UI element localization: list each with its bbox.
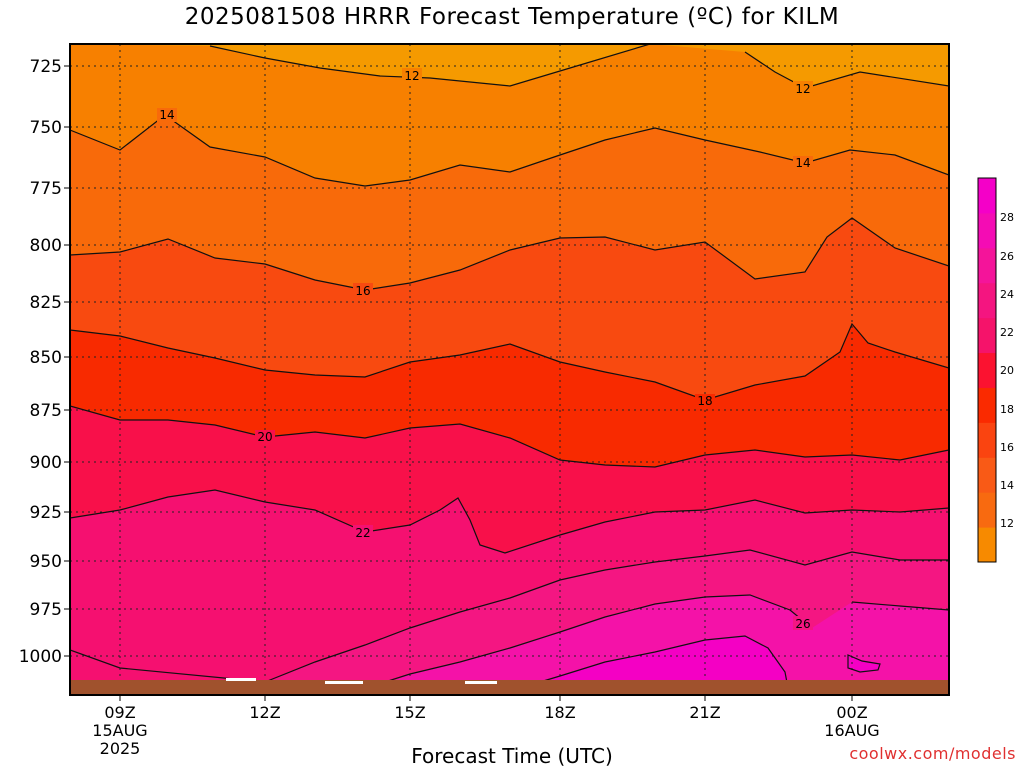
- contour-label-18: 18: [697, 394, 712, 408]
- colorbar-segment: [978, 178, 996, 214]
- y-tick-label: 750: [30, 118, 62, 138]
- colorbar-tick-label: 20: [1000, 364, 1014, 377]
- colorbar-segment: [978, 387, 996, 423]
- x-tick-label: 12Z: [249, 703, 280, 722]
- y-axis: 725 750 775 800 825 850 875 900 925 950 …: [19, 57, 70, 667]
- colorbar-tick-label: 12: [1000, 517, 1014, 530]
- x-tick-label: 15Z: [394, 703, 425, 722]
- contour-label-bg: [793, 81, 813, 95]
- contour-28-small: [847, 654, 881, 673]
- colorbar-frame: [977, 177, 997, 563]
- colorbar-labels: 12 14 16 18 20 22 24 26 28: [1000, 211, 1014, 530]
- y-tick-label: 950: [30, 552, 62, 572]
- colorbar-segment: [978, 527, 996, 563]
- x-tick-label: 21Z: [689, 703, 720, 722]
- y-tick-label: 825: [30, 293, 62, 313]
- colorbar-segment: [978, 212, 996, 249]
- colorbar-tick-label: 22: [1000, 326, 1014, 339]
- y-tick-label: 900: [30, 453, 62, 473]
- contour-label-12b: 12: [795, 82, 810, 96]
- y-tick-label: 975: [30, 600, 62, 620]
- contour-18: [70, 322, 949, 401]
- colorbar-segment: [978, 422, 996, 458]
- colorbar-segment: [978, 492, 996, 528]
- contour-label-12a: 12: [404, 69, 419, 83]
- colorbar-segment: [978, 282, 996, 319]
- x-tick-label: 09Z: [104, 703, 135, 722]
- y-tick-label: 725: [30, 57, 62, 77]
- contour-label-22: 22: [355, 526, 370, 540]
- y-tick-label: 850: [30, 348, 62, 368]
- x-tick-year: 2025: [100, 739, 141, 758]
- contour-label-bg: [695, 394, 715, 408]
- x-tick-label: 18Z: [544, 703, 575, 722]
- colorbar-segment: [978, 317, 996, 354]
- contour-label-20: 20: [257, 430, 272, 444]
- x-tick-date: 15AUG: [92, 721, 147, 740]
- contour-label-bg: [157, 108, 177, 122]
- watermark: coolwx.com/models: [849, 744, 1016, 763]
- y-tick-label: 775: [30, 179, 62, 199]
- contour-label-bg: [793, 156, 813, 170]
- x-axis-title: Forecast Time (UTC): [411, 744, 613, 768]
- colorbar-segment: [978, 247, 996, 284]
- ground-gaps: [226, 678, 497, 684]
- colorbar-segment: [978, 352, 996, 388]
- colorbar-tick-label: 16: [1000, 441, 1014, 454]
- y-tick-label: 800: [30, 236, 62, 256]
- x-axis: 09Z 15AUG 2025 12Z 15Z 18Z 21Z 00Z 16AUG: [92, 695, 880, 758]
- contour-label-bg: [402, 68, 422, 82]
- x-tick-label: 00Z: [836, 703, 867, 722]
- y-tick-label: 875: [30, 401, 62, 421]
- plot-frame: [69, 43, 950, 696]
- contour-label-14a: 14: [159, 108, 174, 122]
- colorbar-tick-label: 18: [1000, 403, 1014, 416]
- contour-16: [70, 217, 949, 291]
- colorbar-tick-label: 24: [1000, 288, 1014, 301]
- contour-label-16: 16: [355, 284, 370, 298]
- contour-label-26: 26: [795, 617, 810, 631]
- band-gt28-small: [848, 655, 880, 672]
- contour-26: [359, 594, 949, 691]
- contour-24: [70, 549, 949, 683]
- y-tick-label: 1000: [19, 647, 62, 667]
- colorbar-tick-label: 26: [1000, 250, 1014, 263]
- colorbar-segment: [978, 457, 996, 493]
- contour-28: [519, 635, 789, 689]
- contour-label-bg: [353, 283, 373, 297]
- contour-label-14b: 14: [795, 156, 810, 170]
- y-tick-label: 925: [30, 503, 62, 523]
- contour-label-bg: [353, 525, 373, 539]
- chart-title: 2025081508 HRRR Forecast Temperature (ºC…: [184, 4, 840, 30]
- contour-20: [70, 405, 949, 468]
- contour-22: [70, 489, 949, 554]
- colorbar-tick-label: 28: [1000, 211, 1014, 224]
- contour-label-bg: [255, 430, 275, 444]
- colorbar-tick-label: 14: [1000, 479, 1014, 492]
- ground-strip: [70, 680, 949, 695]
- colorbar: [977, 177, 997, 563]
- contour-label-bg: [793, 616, 813, 630]
- x-tick-date: 16AUG: [824, 721, 879, 740]
